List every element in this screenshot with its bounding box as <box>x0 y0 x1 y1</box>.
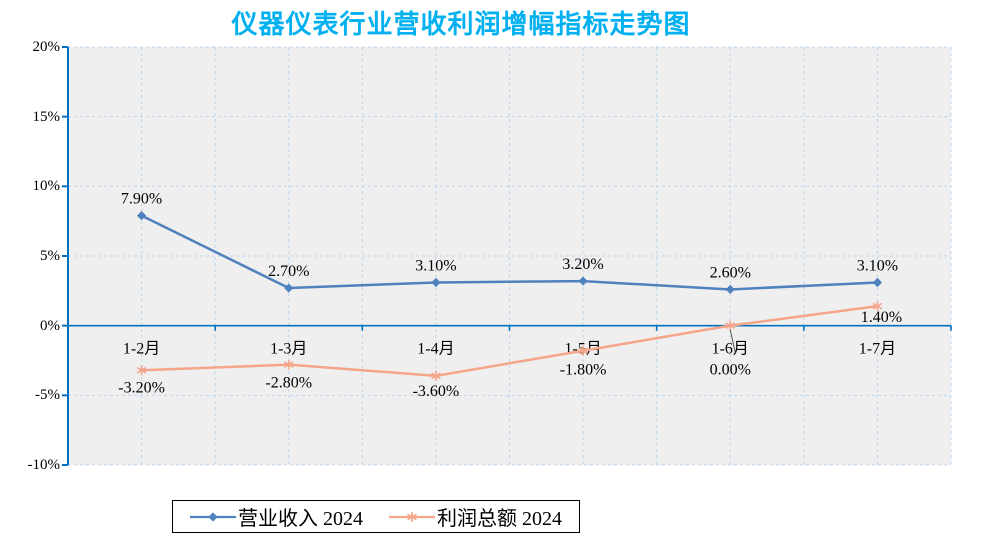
legend-label-revenue: 营业收入 2024 <box>238 508 363 530</box>
category-label: 1-3月 <box>270 341 307 358</box>
line-asterisk-marker-icon <box>389 511 435 522</box>
data-point-marker-diamond-icon <box>578 276 588 286</box>
data-point-label: 3.20% <box>562 256 603 273</box>
asterisk-stroke <box>578 347 588 355</box>
data-point-marker-asterisk-icon <box>725 320 736 331</box>
data-point-marker-diamond-icon <box>284 283 294 293</box>
asterisk-stroke <box>283 361 294 369</box>
asterisk-stroke <box>136 366 147 374</box>
data-point-marker-diamond-icon <box>208 511 218 522</box>
legend-item-profit: 利润总额 2024 <box>389 502 562 531</box>
y-axis-tick-label: 0% <box>40 317 60 334</box>
data-point-marker-asterisk-icon <box>872 301 883 312</box>
data-point-label: 2.60% <box>710 264 751 281</box>
data-point-marker-asterisk-icon <box>283 359 294 370</box>
data-point-label: 7.90% <box>121 191 162 208</box>
data-point-marker-asterisk-icon <box>431 370 441 381</box>
data-point-marker-diamond-icon <box>872 277 883 288</box>
data-point-label: -3.20% <box>118 379 165 396</box>
category-label: 1-7月 <box>859 341 896 358</box>
data-point-marker-asterisk-icon <box>136 365 147 376</box>
data-point-label: 3.10% <box>857 257 898 274</box>
asterisk-stroke <box>872 302 883 310</box>
legend: 营业收入 2024 利润总额 2024 <box>172 500 580 533</box>
y-axis-tick-label: 15% <box>32 108 61 125</box>
data-point-marker-diamond-icon <box>136 210 147 221</box>
data-point-marker-asterisk-icon <box>407 511 417 522</box>
y-axis-tick-label: -5% <box>35 387 60 404</box>
data-point-label: 3.10% <box>415 257 456 274</box>
asterisk-stroke <box>725 322 736 330</box>
data-point-marker-diamond-icon <box>725 284 735 295</box>
data-point-marker-asterisk-icon <box>578 345 588 356</box>
label-leader-line <box>729 329 736 353</box>
asterisk-stroke <box>407 513 417 520</box>
chart-title: 仪器仪表行业营收利润增幅指标走势图 <box>231 9 691 39</box>
plot-area-svg: 1-2月1-3月1-4月1-5月1-6月1-7月7.90%2.70%3.10%3… <box>62 46 952 466</box>
data-point-label: 2.70% <box>268 263 309 280</box>
series-line <box>141 304 878 378</box>
line-diamond-marker-icon <box>190 511 236 522</box>
category-label: 1-4月 <box>417 341 454 358</box>
category-label: 1-6月 <box>712 341 749 358</box>
data-point-label: -3.60% <box>413 383 460 400</box>
category-label: 1-2月 <box>123 341 160 358</box>
data-point-label: -1.80% <box>560 362 607 379</box>
data-point-label: 1.40% <box>861 309 902 326</box>
y-axis-tick-label: 10% <box>32 178 61 195</box>
y-axis-tick-label: -10% <box>27 457 61 473</box>
data-point-label: 0.00% <box>710 362 751 379</box>
y-axis-tick-label: 20% <box>32 39 61 55</box>
legend-item-revenue: 营业收入 2024 <box>190 502 363 531</box>
data-point-marker-diamond-icon <box>431 277 441 288</box>
data-point-label: -2.80% <box>265 375 312 392</box>
asterisk-stroke <box>431 372 441 380</box>
series-line <box>141 214 878 291</box>
y-axis-tick-label: 5% <box>40 248 60 264</box>
legend-label-profit: 利润总额 2024 <box>437 508 562 530</box>
